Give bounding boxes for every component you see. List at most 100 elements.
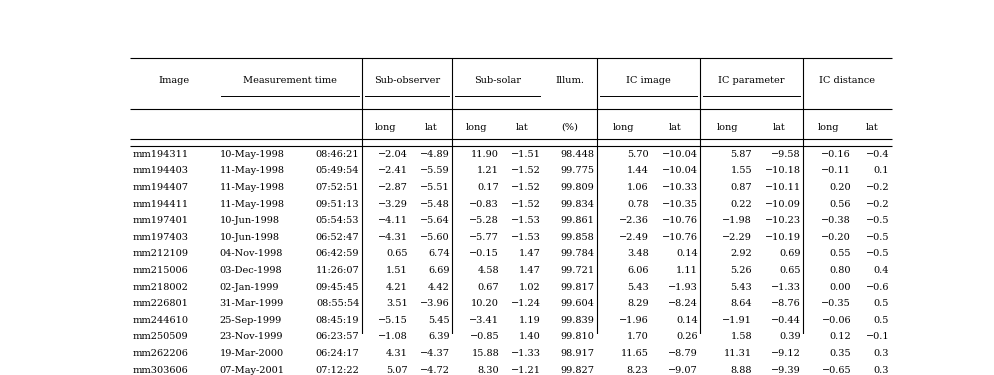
Text: −0.35: −0.35: [821, 299, 851, 308]
Text: 11.90: 11.90: [471, 150, 499, 159]
Text: −8.76: −8.76: [771, 299, 801, 308]
Text: −10.76: −10.76: [662, 216, 698, 225]
Text: 06:23:57: 06:23:57: [316, 333, 359, 342]
Text: 0.26: 0.26: [676, 333, 698, 342]
Text: 0.78: 0.78: [627, 200, 648, 208]
Text: 05:49:54: 05:49:54: [316, 166, 359, 176]
Text: 0.00: 0.00: [830, 283, 851, 292]
Text: 06:24:17: 06:24:17: [315, 349, 359, 358]
Text: mm194311: mm194311: [133, 150, 189, 159]
Text: −5.77: −5.77: [469, 233, 499, 242]
Text: 8.23: 8.23: [627, 366, 648, 375]
Text: 1.06: 1.06: [627, 183, 648, 192]
Text: mm218002: mm218002: [133, 283, 189, 292]
Text: 11.65: 11.65: [620, 349, 648, 358]
Text: 1.47: 1.47: [519, 249, 541, 258]
Text: −3.29: −3.29: [378, 200, 408, 208]
Text: −4.37: −4.37: [419, 349, 449, 358]
Text: −5.60: −5.60: [420, 233, 449, 242]
Text: 0.65: 0.65: [779, 266, 801, 275]
Text: −9.12: −9.12: [771, 349, 801, 358]
Text: 0.14: 0.14: [676, 316, 698, 325]
Text: −5.59: −5.59: [420, 166, 449, 176]
Text: −1.52: −1.52: [511, 166, 541, 176]
Text: 0.3: 0.3: [874, 349, 890, 358]
Text: Image: Image: [159, 76, 190, 85]
Text: lat: lat: [772, 123, 785, 132]
Text: −2.41: −2.41: [378, 166, 408, 176]
Text: 8.88: 8.88: [731, 366, 752, 375]
Text: −10.35: −10.35: [662, 200, 698, 208]
Text: −8.24: −8.24: [668, 299, 698, 308]
Text: 0.65: 0.65: [387, 249, 408, 258]
Text: −1.53: −1.53: [511, 233, 541, 242]
Text: 8.64: 8.64: [731, 299, 752, 308]
Text: 99.827: 99.827: [561, 366, 594, 375]
Text: −10.23: −10.23: [764, 216, 801, 225]
Text: 5.26: 5.26: [731, 266, 752, 275]
Text: IC distance: IC distance: [819, 76, 876, 85]
Text: −0.1: −0.1: [866, 333, 890, 342]
Text: 1.51: 1.51: [386, 266, 408, 275]
Text: −10.04: −10.04: [662, 166, 698, 176]
Text: −5.51: −5.51: [419, 183, 449, 192]
Text: −1.93: −1.93: [668, 283, 698, 292]
Text: −10.04: −10.04: [662, 150, 698, 159]
Text: 1.21: 1.21: [477, 166, 499, 176]
Text: 03-Dec-1998: 03-Dec-1998: [220, 266, 282, 275]
Text: 4.42: 4.42: [427, 283, 449, 292]
Text: −0.65: −0.65: [821, 366, 851, 375]
Text: Illum.: Illum.: [556, 76, 584, 85]
Text: lat: lat: [424, 123, 437, 132]
Text: −1.08: −1.08: [378, 333, 408, 342]
Text: −4.31: −4.31: [378, 233, 408, 242]
Text: 1.11: 1.11: [676, 266, 698, 275]
Text: 6.39: 6.39: [428, 333, 449, 342]
Text: 06:42:59: 06:42:59: [316, 249, 359, 258]
Text: 6.74: 6.74: [428, 249, 449, 258]
Text: −0.44: −0.44: [771, 316, 801, 325]
Text: −10.19: −10.19: [764, 233, 801, 242]
Text: long: long: [717, 123, 739, 132]
Text: 1.44: 1.44: [626, 166, 648, 176]
Text: 98.448: 98.448: [561, 150, 594, 159]
Text: 99.817: 99.817: [561, 283, 594, 292]
Text: 0.39: 0.39: [779, 333, 801, 342]
Text: −10.76: −10.76: [662, 233, 698, 242]
Text: −1.98: −1.98: [723, 216, 752, 225]
Text: 11-May-1998: 11-May-1998: [220, 200, 284, 208]
Text: 06:52:47: 06:52:47: [316, 233, 359, 242]
Text: 3.51: 3.51: [386, 299, 408, 308]
Text: 99.809: 99.809: [561, 183, 594, 192]
Text: −1.52: −1.52: [511, 200, 541, 208]
Text: mm226801: mm226801: [133, 299, 189, 308]
Text: 0.69: 0.69: [779, 249, 801, 258]
Text: −2.29: −2.29: [723, 233, 752, 242]
Text: −1.52: −1.52: [511, 183, 541, 192]
Text: 8.29: 8.29: [627, 299, 648, 308]
Text: 0.56: 0.56: [830, 200, 851, 208]
Text: −10.18: −10.18: [764, 166, 801, 176]
Text: lat: lat: [669, 123, 682, 132]
Text: lat: lat: [516, 123, 529, 132]
Text: 25-Sep-1999: 25-Sep-1999: [220, 316, 281, 325]
Text: 23-Nov-1999: 23-Nov-1999: [220, 333, 283, 342]
Text: IC parameter: IC parameter: [719, 76, 785, 85]
Text: 10-Jun-1998: 10-Jun-1998: [220, 216, 279, 225]
Text: 04-Nov-1998: 04-Nov-1998: [220, 249, 283, 258]
Text: 5.07: 5.07: [387, 366, 408, 375]
Text: 11-May-1998: 11-May-1998: [220, 183, 284, 192]
Text: 4.21: 4.21: [386, 283, 408, 292]
Text: mm197401: mm197401: [133, 216, 189, 225]
Text: 07:12:22: 07:12:22: [315, 366, 359, 375]
Text: −9.39: −9.39: [771, 366, 801, 375]
Text: 1.55: 1.55: [731, 166, 752, 176]
Text: −3.96: −3.96: [419, 299, 449, 308]
Text: mm244610: mm244610: [133, 316, 189, 325]
Text: 5.43: 5.43: [731, 283, 752, 292]
Text: 31-Mar-1999: 31-Mar-1999: [220, 299, 283, 308]
Text: 0.55: 0.55: [830, 249, 851, 258]
Text: 4.31: 4.31: [386, 349, 408, 358]
Text: 5.45: 5.45: [428, 316, 449, 325]
Text: −0.83: −0.83: [469, 200, 499, 208]
